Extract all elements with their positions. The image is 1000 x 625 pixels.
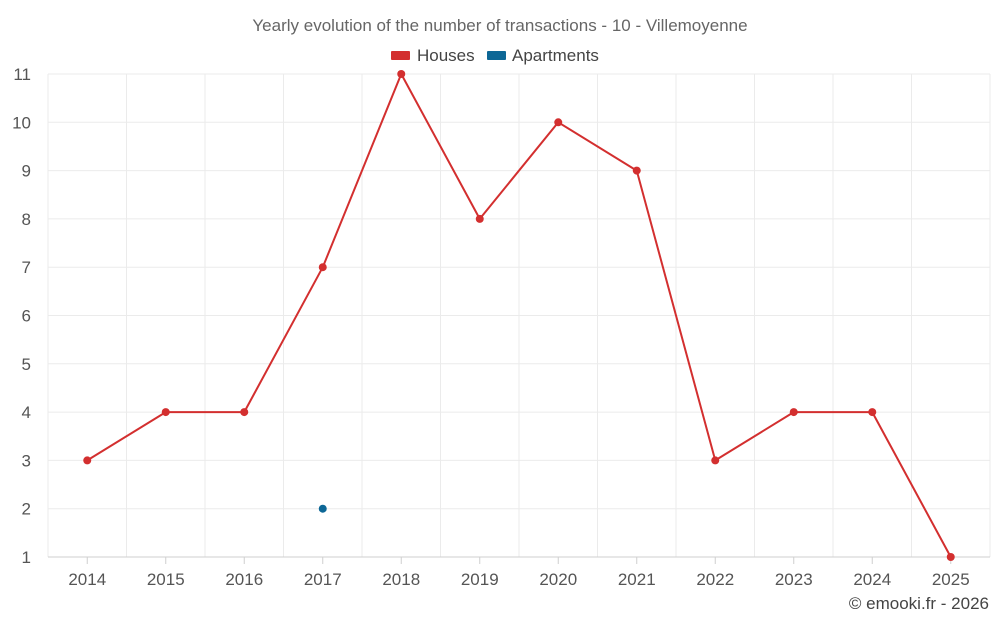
x-tick-label: 2016 [225, 570, 263, 589]
data-point[interactable] [83, 456, 92, 465]
data-point[interactable] [789, 408, 798, 417]
x-tick-label: 2018 [382, 570, 420, 589]
y-axis: 1 2 3 4 5 6 7 8 9 10 11 [12, 65, 31, 567]
series-line [86, 73, 952, 558]
credit-text: © emooki.fr - 2026 [849, 594, 989, 613]
y-tick-label: 4 [22, 403, 31, 422]
data-point[interactable] [946, 553, 955, 561]
x-tick-label: 2014 [68, 570, 106, 589]
data-point[interactable] [632, 166, 641, 175]
y-tick-label: 11 [13, 65, 31, 84]
legend-label: Apartments [512, 46, 599, 65]
data-point[interactable] [554, 118, 563, 127]
y-tick-label: 10 [12, 113, 31, 132]
x-tick-label: 2025 [932, 570, 970, 589]
x-tick-label: 2021 [618, 570, 656, 589]
y-tick-label: 2 [22, 500, 31, 519]
y-tick-label: 5 [22, 355, 31, 374]
x-tick-label: 2019 [461, 570, 499, 589]
y-tick-label: 7 [22, 258, 31, 277]
x-tick-label: 2020 [539, 570, 577, 589]
y-tick-label: 1 [22, 548, 31, 567]
legend-item-houses[interactable]: Houses [391, 46, 475, 65]
x-tick-label: 2023 [775, 570, 813, 589]
data-point[interactable] [711, 456, 720, 465]
y-tick-label: 8 [22, 210, 31, 229]
y-tick-label: 3 [22, 451, 31, 470]
data-point[interactable] [475, 214, 484, 223]
chart-title: Yearly evolution of the number of transa… [252, 16, 747, 35]
x-tick-label: 2024 [853, 570, 891, 589]
grid [47, 73, 991, 557]
x-axis: 2014 2015 2016 2017 2018 2019 2020 2021 2022 2023… [48, 556, 990, 589]
series-group [83, 70, 955, 561]
data-point[interactable] [318, 504, 327, 513]
x-tick-label: 2017 [304, 570, 342, 589]
legend-label: Houses [417, 46, 475, 65]
data-point[interactable] [397, 70, 406, 78]
legend-item-apartments[interactable]: Apartments [487, 46, 599, 65]
data-point[interactable] [240, 408, 249, 417]
series-apartments [318, 504, 327, 513]
y-tick-label: 9 [22, 162, 31, 181]
data-point[interactable] [318, 263, 327, 272]
legend-swatch [391, 51, 410, 60]
series-houses [83, 70, 955, 561]
y-tick-label: 6 [22, 307, 31, 326]
data-point[interactable] [868, 408, 877, 417]
legend: Houses Apartments [391, 46, 599, 65]
legend-swatch [487, 51, 506, 60]
data-point[interactable] [161, 408, 170, 417]
x-tick-label: 2022 [696, 570, 734, 589]
x-tick-label: 2015 [147, 570, 185, 589]
